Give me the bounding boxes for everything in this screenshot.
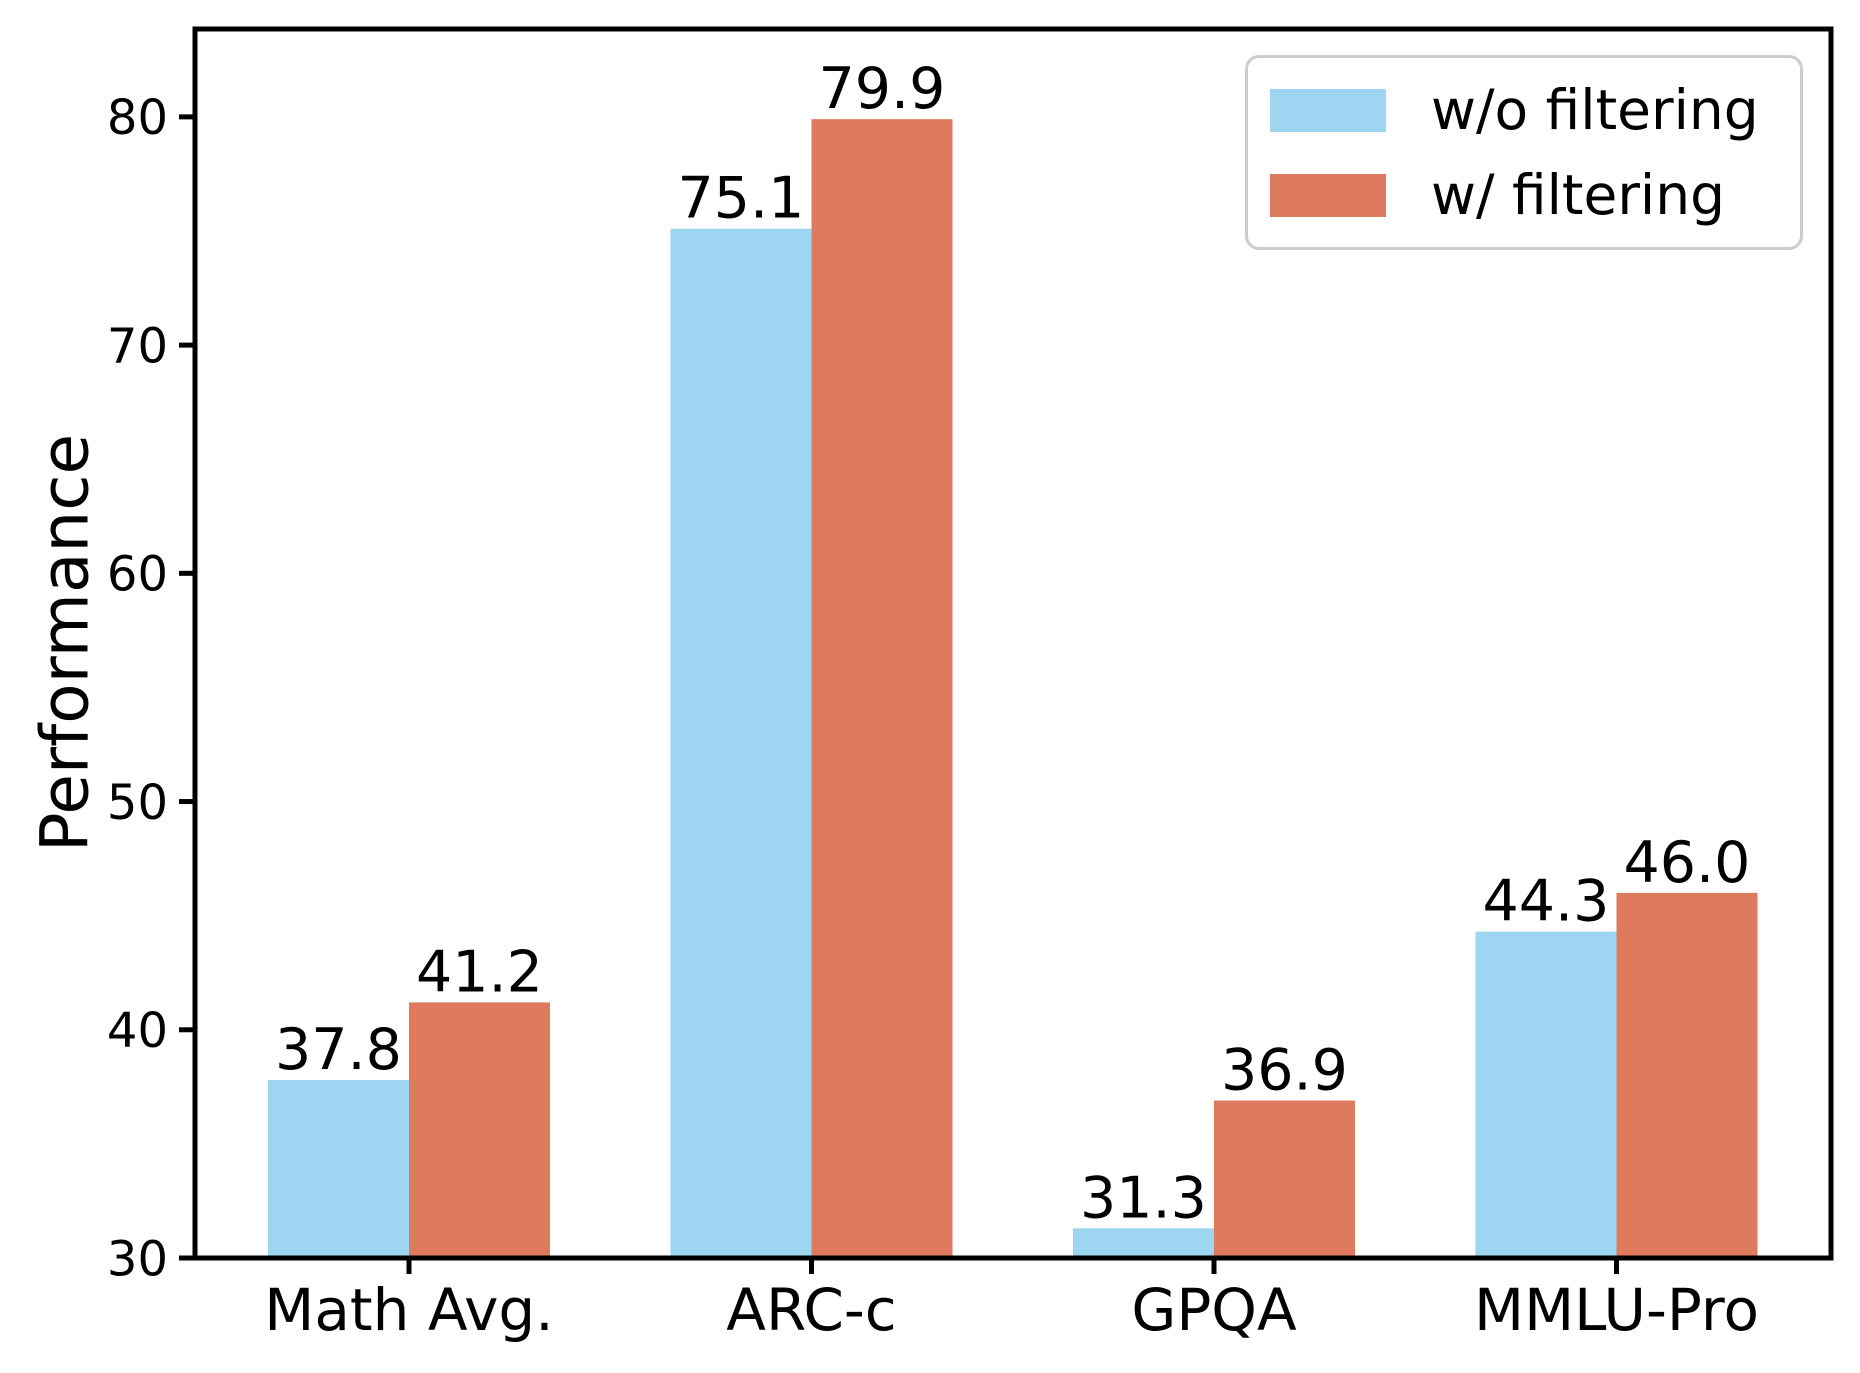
bar-value-label-w-o-filtering-mmlu-pro: 44.3 bbox=[1483, 869, 1610, 935]
bar-value-label-w-filtering-mmlu-pro: 46.0 bbox=[1624, 830, 1751, 896]
y-axis-tick-label-70: 70 bbox=[107, 318, 168, 374]
bar-value-label-w-filtering-gpqa: 36.9 bbox=[1221, 1038, 1348, 1104]
y-axis-tick-label-50: 50 bbox=[107, 775, 168, 831]
bar-w-filtering-arc-c bbox=[811, 119, 953, 1258]
legend-item-wo-filtering: w/o filtering bbox=[1270, 78, 1800, 142]
bar-w-filtering-math-avg bbox=[409, 1002, 550, 1258]
bar-value-label-w-o-filtering-arc-c: 75.1 bbox=[678, 166, 805, 232]
bar-value-label-w-filtering-math-avg: 41.2 bbox=[416, 939, 543, 1005]
bar-value-label-w-o-filtering-math-avg: 37.8 bbox=[275, 1017, 402, 1083]
bar-w-o-filtering-arc-c bbox=[670, 228, 812, 1258]
y-axis-tick-label-80: 80 bbox=[107, 90, 168, 146]
y-axis-tick-label-40: 40 bbox=[107, 1003, 168, 1059]
bar-w-o-filtering-math-avg bbox=[268, 1079, 409, 1258]
legend: w/o filtering w/ filtering bbox=[1245, 55, 1803, 250]
y-axis-tick-label-60: 60 bbox=[107, 547, 168, 603]
bar-value-label-w-o-filtering-gpqa: 31.3 bbox=[1080, 1165, 1207, 1231]
legend-label-wo-filtering: w/o filtering bbox=[1431, 78, 1759, 142]
y-axis-tick-label-30: 30 bbox=[107, 1231, 168, 1287]
bar-w-o-filtering-gpqa bbox=[1073, 1228, 1214, 1258]
legend-swatch-w-filtering bbox=[1270, 173, 1386, 217]
y-axis-title: Performance bbox=[26, 433, 104, 853]
x-axis-category-label-gpqa: GPQA bbox=[1131, 1276, 1297, 1344]
bar-w-filtering-mmlu-pro bbox=[1616, 892, 1758, 1258]
legend-item-w-filtering: w/ filtering bbox=[1270, 163, 1800, 227]
legend-swatch-wo-filtering bbox=[1270, 88, 1386, 132]
x-axis-category-label-mmlu-pro: MMLU-Pro bbox=[1474, 1276, 1759, 1344]
bar-w-filtering-gpqa bbox=[1214, 1100, 1355, 1258]
bar-w-o-filtering-mmlu-pro bbox=[1475, 931, 1617, 1258]
bar-value-label-w-filtering-arc-c: 79.9 bbox=[819, 56, 946, 122]
x-axis-category-label-math-avg: Math Avg. bbox=[264, 1276, 553, 1344]
legend-label-w-filtering: w/ filtering bbox=[1431, 163, 1725, 227]
x-axis-category-label-arc-c: ARC-c bbox=[726, 1276, 896, 1344]
plot-border bbox=[192, 26, 1834, 1261]
